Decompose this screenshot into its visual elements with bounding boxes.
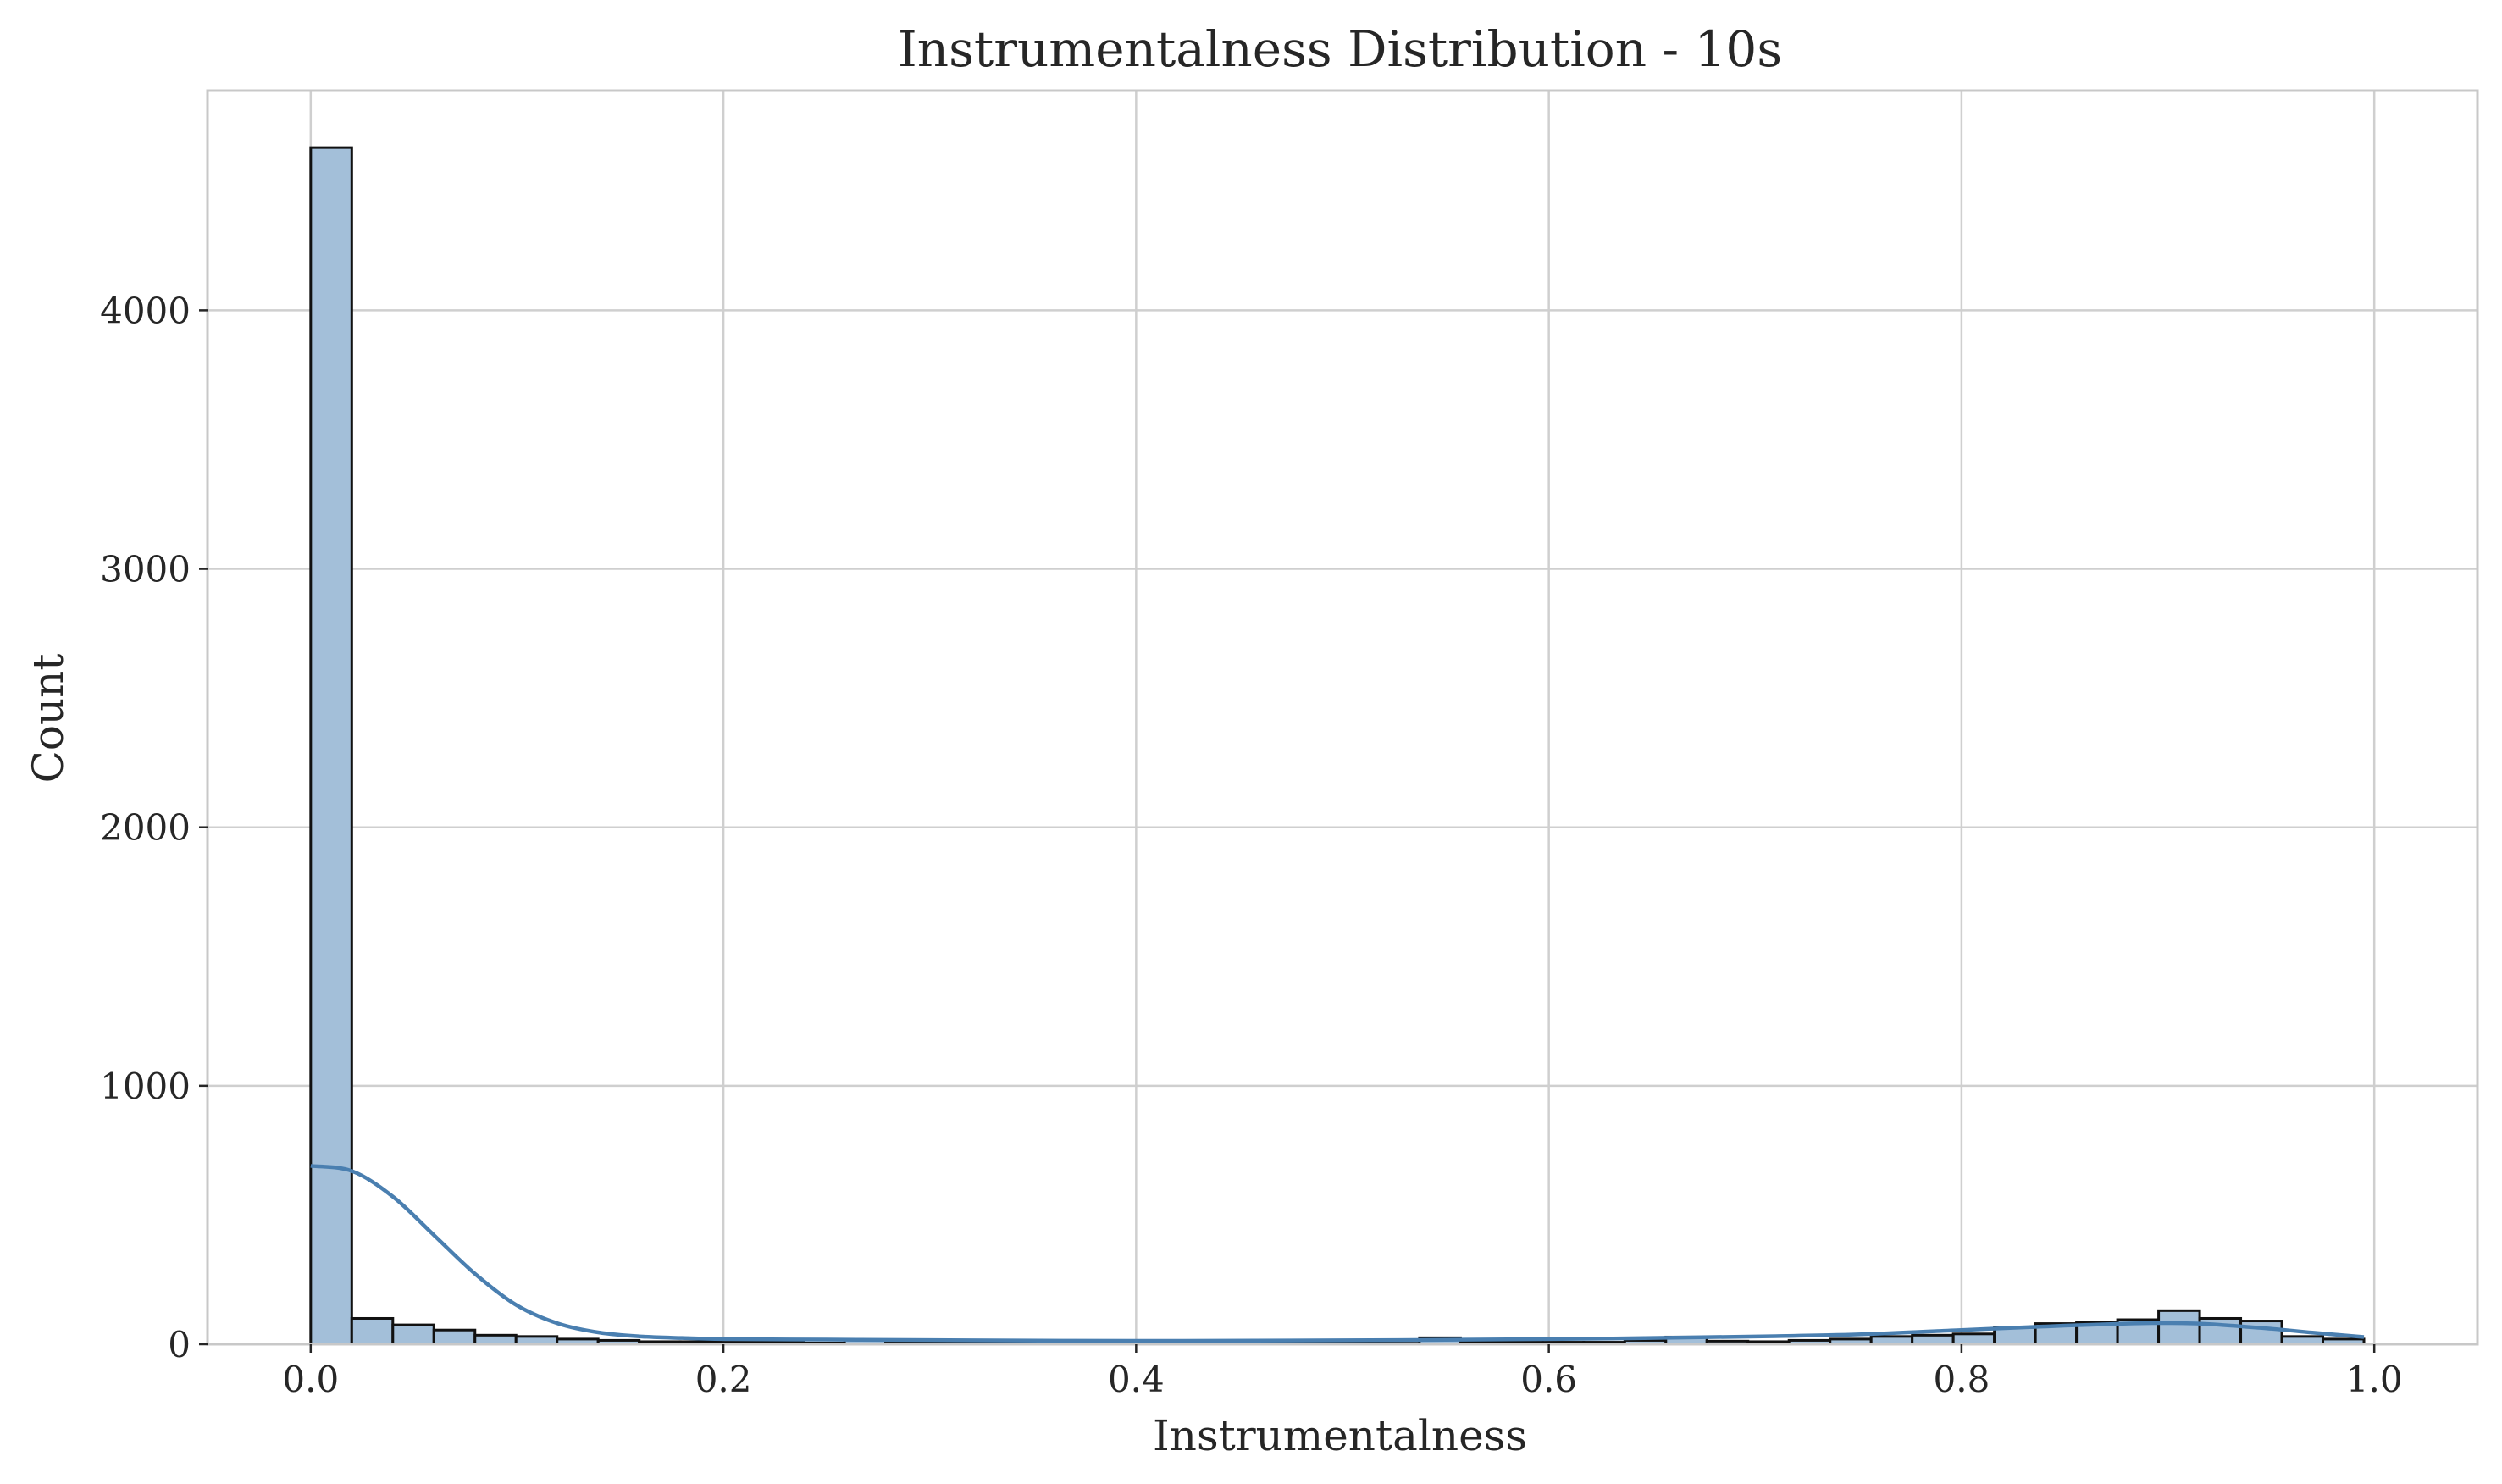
x-tick: 0.4 <box>1108 1344 1165 1400</box>
y-tick: 3000 <box>100 549 208 590</box>
histogram-bar <box>1951 1332 1996 1346</box>
y-tick: 4000 <box>100 290 208 331</box>
y-tick-label: 4000 <box>100 290 191 331</box>
y-axis-label: Count <box>24 654 73 784</box>
histogram-bar <box>350 1316 395 1346</box>
x-tick-label: 1.0 <box>2346 1359 2403 1400</box>
histogram-bar <box>473 1333 518 1346</box>
chart-title: Instrumentalness Distribution - 10s <box>898 20 1782 78</box>
y-tick-label: 3000 <box>100 549 191 590</box>
y-tick-label: 2000 <box>100 807 191 849</box>
y-tick: 0 <box>168 1324 208 1365</box>
x-tick: 0.8 <box>1934 1344 1990 1400</box>
y-tick: 1000 <box>100 1066 208 1107</box>
x-tick-label: 0.2 <box>695 1359 752 1400</box>
x-tick-label: 0.8 <box>1934 1359 1990 1400</box>
x-tick: 0.2 <box>695 1344 752 1400</box>
histogram-bar <box>2239 1320 2283 1346</box>
x-tick: 1.0 <box>2346 1344 2403 1400</box>
gridlines <box>208 91 2477 1346</box>
histogram-bar <box>432 1328 477 1346</box>
kde-curve <box>310 1164 2365 1343</box>
histogram-bar <box>2157 1309 2201 1346</box>
plot-frame <box>206 89 2479 1346</box>
x-tick: 0.0 <box>282 1344 339 1400</box>
x-tick-label: 0.6 <box>1520 1359 1577 1400</box>
y-tick-label: 0 <box>168 1324 191 1365</box>
x-tick-label: 0.0 <box>282 1359 339 1400</box>
y-tick-label: 1000 <box>100 1066 191 1107</box>
x-axis-label: Instrumentalness <box>1153 1411 1527 1460</box>
x-tick-label: 0.4 <box>1108 1359 1165 1400</box>
y-axis-ticks: 0 1000 2000 3000 4000 <box>100 290 208 1365</box>
histogram-bar <box>391 1323 435 1346</box>
histogram-bar <box>1911 1333 1955 1346</box>
x-axis-ticks: 0.0 0.2 0.4 0.6 0.8 1.0 <box>282 1344 2403 1400</box>
histogram-bar <box>309 146 353 1346</box>
histogram-bars <box>309 146 2366 1346</box>
y-tick: 2000 <box>100 807 208 849</box>
x-tick: 0.6 <box>1520 1344 1577 1400</box>
